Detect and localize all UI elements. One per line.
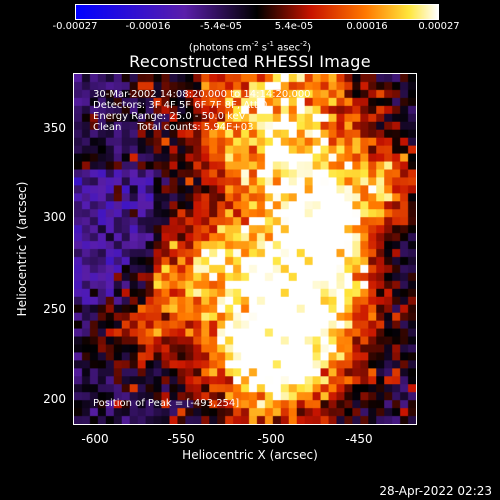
rhessi-image (73, 73, 417, 425)
y-tick-label: 250 (43, 302, 66, 316)
y-tick-label: 300 (43, 210, 66, 224)
x-tick-label: -450 (345, 432, 373, 446)
x-tick-label: -550 (167, 432, 195, 446)
info-peak: Position of Peak = [-493,254] (93, 398, 240, 409)
heatmap-canvas (74, 74, 416, 424)
y-tick-label: 200 (43, 392, 66, 406)
x-axis-label: Heliocentric X (arcsec) (182, 448, 318, 462)
colorbar-tick-label: 5.4e-05 (274, 21, 314, 32)
image-title: Reconstructed RHESSI Image (129, 52, 371, 71)
timestamp: 28-Apr-2022 02:23 (379, 484, 492, 498)
info-detectors: Detectors: 3F 4F 5F 6F 7F 8F, Att 0 (93, 100, 268, 111)
colorbar-units: (photons cm-2 s-1 asec-2) (188, 40, 312, 54)
colorbar-tick-label: 0.00016 (346, 21, 388, 32)
colorbar-tick-label: -0.00027 (52, 21, 98, 32)
colorbar-tick-label: -0.00016 (125, 21, 171, 32)
colorbar-tick-label: -5.4e-05 (200, 21, 242, 32)
info-time: 30-Mar-2002 14:08:20.000 to 14:14:20.000 (93, 89, 311, 100)
x-tick-label: -500 (257, 432, 285, 446)
x-tick-label: -600 (81, 432, 109, 446)
info-clean: Clean Total counts: 5.94E+03 (93, 122, 254, 133)
colorbar (75, 4, 439, 20)
y-tick-label: 350 (43, 121, 66, 135)
colorbar-tick-label: 0.00027 (418, 21, 460, 32)
colorbar-ticks: -0.00027 -0.00016 -5.4e-05 5.4e-05 0.000… (0, 0, 500, 40)
info-energy: Energy Range: 25.0 - 50.0 keV (93, 111, 246, 122)
y-axis-label: Heliocentric Y (arcsec) (15, 181, 29, 317)
